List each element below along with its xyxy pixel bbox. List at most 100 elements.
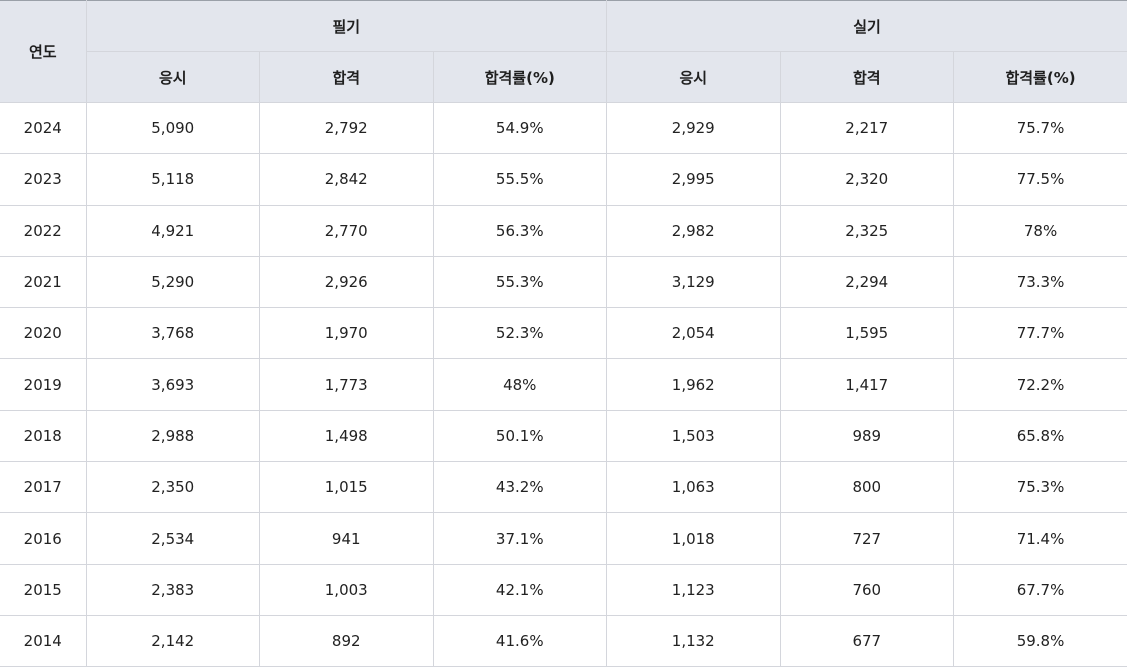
table-row: 2014 2,142 892 41.6% 1,132 677 59.8% [0, 614, 1127, 668]
written-passed-cell: 2,770 [259, 204, 434, 257]
header-group-written: 필기 [85, 0, 608, 52]
header-row-subcolumns: 응시 합격 합격률(%) 응시 합격 합격률(%) [0, 51, 1127, 103]
practical-applicants-cell: 1,063 [606, 461, 781, 514]
table-row: 2015 2,383 1,003 42.1% 1,123 760 67.7% [0, 563, 1127, 616]
practical-passed-cell: 2,294 [779, 255, 955, 309]
header-written-pass-rate: 합격률(%) [432, 51, 608, 103]
practical-applicants-cell: 2,982 [606, 204, 781, 257]
written-pass-rate-cell: 52.3% [432, 307, 608, 360]
practical-applicants-cell: 3,129 [606, 255, 781, 309]
written-pass-rate-cell: 55.3% [432, 255, 608, 309]
header-practical-passed: 합격 [779, 51, 955, 103]
written-passed-cell: 1,970 [259, 307, 434, 360]
header-written-applicants: 응시 [86, 51, 260, 103]
year-cell: 2021 [0, 255, 87, 309]
table-row: 2020 3,768 1,970 52.3% 2,054 1,595 77.7% [0, 307, 1127, 360]
practical-pass-rate-cell: 77.5% [953, 153, 1127, 206]
written-passed-cell: 1,015 [259, 461, 434, 514]
header-year: 연도 [0, 0, 87, 103]
written-applicants-cell: 5,290 [85, 255, 260, 309]
table-row: 2017 2,350 1,015 43.2% 1,063 800 75.3% [0, 461, 1127, 514]
table-row: 2022 4,921 2,770 56.3% 2,982 2,325 78% [0, 204, 1127, 257]
practical-applicants-cell: 1,132 [606, 614, 781, 668]
written-applicants-cell: 2,988 [85, 409, 260, 463]
header-practical-pass-rate: 합격률(%) [953, 51, 1127, 103]
written-applicants-cell: 2,142 [85, 614, 260, 668]
written-applicants-cell: 2,383 [85, 563, 260, 616]
practical-passed-cell: 800 [779, 461, 955, 514]
year-cell: 2018 [0, 409, 87, 463]
written-pass-rate-cell: 43.2% [432, 461, 608, 514]
written-passed-cell: 1,498 [259, 409, 434, 463]
written-applicants-cell: 3,768 [85, 307, 260, 360]
practical-pass-rate-cell: 75.3% [953, 461, 1127, 514]
practical-passed-cell: 727 [779, 512, 955, 565]
header-group-practical: 실기 [606, 0, 1127, 52]
table-header: 연도 필기 실기 응시 합격 합격률(%) 응시 합격 합격률(%) [0, 0, 1127, 103]
written-pass-rate-cell: 37.1% [432, 512, 608, 565]
written-pass-rate-cell: 42.1% [432, 563, 608, 616]
written-pass-rate-cell: 55.5% [432, 153, 608, 206]
practical-pass-rate-cell: 65.8% [953, 409, 1127, 463]
practical-pass-rate-cell: 78% [953, 204, 1127, 257]
practical-passed-cell: 1,417 [779, 358, 955, 411]
practical-applicants-cell: 1,018 [606, 512, 781, 565]
practical-pass-rate-cell: 75.7% [953, 101, 1127, 155]
year-cell: 2016 [0, 512, 87, 565]
written-pass-rate-cell: 56.3% [432, 204, 608, 257]
table-row: 2024 5,090 2,792 54.9% 2,929 2,217 75.7% [0, 101, 1127, 155]
year-cell: 2023 [0, 153, 87, 206]
practical-passed-cell: 2,325 [779, 204, 955, 257]
practical-applicants-cell: 1,123 [606, 563, 781, 616]
written-applicants-cell: 2,534 [85, 512, 260, 565]
practical-applicants-cell: 1,962 [606, 358, 781, 411]
table-row: 2023 5,118 2,842 55.5% 2,995 2,320 77.5% [0, 153, 1127, 206]
table-row: 2021 5,290 2,926 55.3% 3,129 2,294 73.3% [0, 255, 1127, 309]
header-practical-applicants: 응시 [606, 51, 781, 103]
written-applicants-cell: 3,693 [85, 358, 260, 411]
practical-pass-rate-cell: 73.3% [953, 255, 1127, 309]
practical-passed-cell: 989 [779, 409, 955, 463]
written-passed-cell: 2,842 [259, 153, 434, 206]
practical-pass-rate-cell: 72.2% [953, 358, 1127, 411]
year-cell: 2014 [0, 614, 87, 668]
written-passed-cell: 2,926 [259, 255, 434, 309]
year-cell: 2022 [0, 204, 87, 257]
practical-applicants-cell: 2,054 [606, 307, 781, 360]
written-pass-rate-cell: 41.6% [432, 614, 608, 668]
written-applicants-cell: 4,921 [85, 204, 260, 257]
table-row: 2018 2,988 1,498 50.1% 1,503 989 65.8% [0, 409, 1127, 463]
table-row: 2016 2,534 941 37.1% 1,018 727 71.4% [0, 512, 1127, 565]
practical-passed-cell: 2,217 [779, 101, 955, 155]
year-cell: 2020 [0, 307, 87, 360]
practical-passed-cell: 760 [779, 563, 955, 616]
header-row-groups: 연도 필기 실기 [0, 0, 1127, 103]
written-passed-cell: 892 [259, 614, 434, 668]
practical-passed-cell: 677 [779, 614, 955, 668]
practical-applicants-cell: 2,929 [606, 101, 781, 155]
written-pass-rate-cell: 48% [432, 358, 608, 411]
header-written-passed: 합격 [259, 51, 434, 103]
practical-passed-cell: 2,320 [779, 153, 955, 206]
written-applicants-cell: 2,350 [85, 461, 260, 514]
year-cell: 2019 [0, 358, 87, 411]
year-cell: 2024 [0, 101, 87, 155]
practical-passed-cell: 1,595 [779, 307, 955, 360]
practical-pass-rate-cell: 77.7% [953, 307, 1127, 360]
written-applicants-cell: 5,118 [85, 153, 260, 206]
year-cell: 2015 [0, 563, 87, 616]
written-pass-rate-cell: 50.1% [432, 409, 608, 463]
year-cell: 2017 [0, 461, 87, 514]
written-pass-rate-cell: 54.9% [432, 101, 608, 155]
written-passed-cell: 941 [259, 512, 434, 565]
practical-pass-rate-cell: 59.8% [953, 614, 1127, 668]
written-passed-cell: 1,003 [259, 563, 434, 616]
practical-applicants-cell: 2,995 [606, 153, 781, 206]
practical-applicants-cell: 1,503 [606, 409, 781, 463]
practical-pass-rate-cell: 71.4% [953, 512, 1127, 565]
practical-pass-rate-cell: 67.7% [953, 563, 1127, 616]
table-row: 2019 3,693 1,773 48% 1,962 1,417 72.2% [0, 358, 1127, 411]
written-passed-cell: 1,773 [259, 358, 434, 411]
table-body: 2024 5,090 2,792 54.9% 2,929 2,217 75.7% 2023 5,… [0, 101, 1127, 668]
